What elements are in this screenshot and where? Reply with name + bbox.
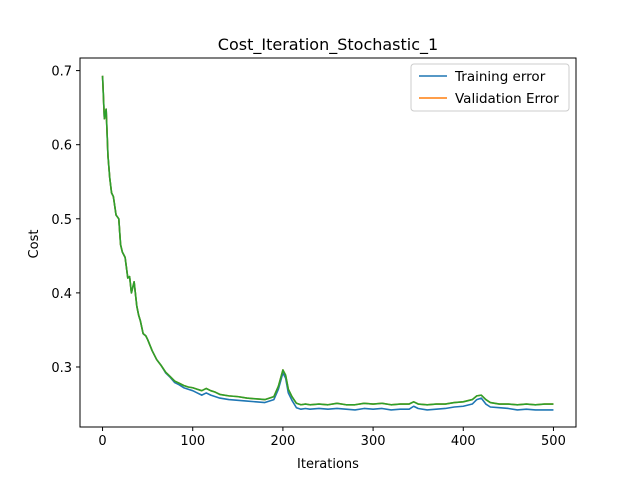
plot-frame	[79, 57, 577, 428]
y-axis-ticks: 0.3 0.4 0.5 0.6 0.7	[51, 65, 80, 376]
legend-label: Training error	[454, 69, 546, 85]
chart-title: Cost_Iteration_Stochastic_1	[218, 35, 438, 55]
y-tick-label: 0.7	[51, 65, 72, 80]
x-tick-label: 100	[180, 434, 205, 449]
legend-box	[410, 63, 570, 112]
x-axis-label: Iterations	[297, 457, 359, 472]
y-tick-label: 0.3	[51, 361, 72, 376]
y-axis-label: Cost	[27, 230, 42, 259]
x-tick-label: 300	[361, 434, 386, 449]
x-tick-label: 200	[270, 434, 295, 449]
legend: Training error Validation Error	[410, 63, 570, 112]
x-tick-label: 400	[451, 434, 476, 449]
y-tick-label: 0.6	[51, 139, 72, 154]
x-tick-label: 0	[98, 434, 106, 449]
x-tick-label: 500	[541, 434, 566, 449]
y-tick-label: 0.5	[51, 213, 72, 228]
y-tick-label: 0.4	[51, 287, 72, 302]
series-line-2	[101, 75, 554, 406]
x-axis-ticks: 0 100 200 300 400 500	[98, 427, 566, 449]
series-layer	[101, 75, 554, 411]
legend-label: Validation Error	[455, 91, 559, 107]
